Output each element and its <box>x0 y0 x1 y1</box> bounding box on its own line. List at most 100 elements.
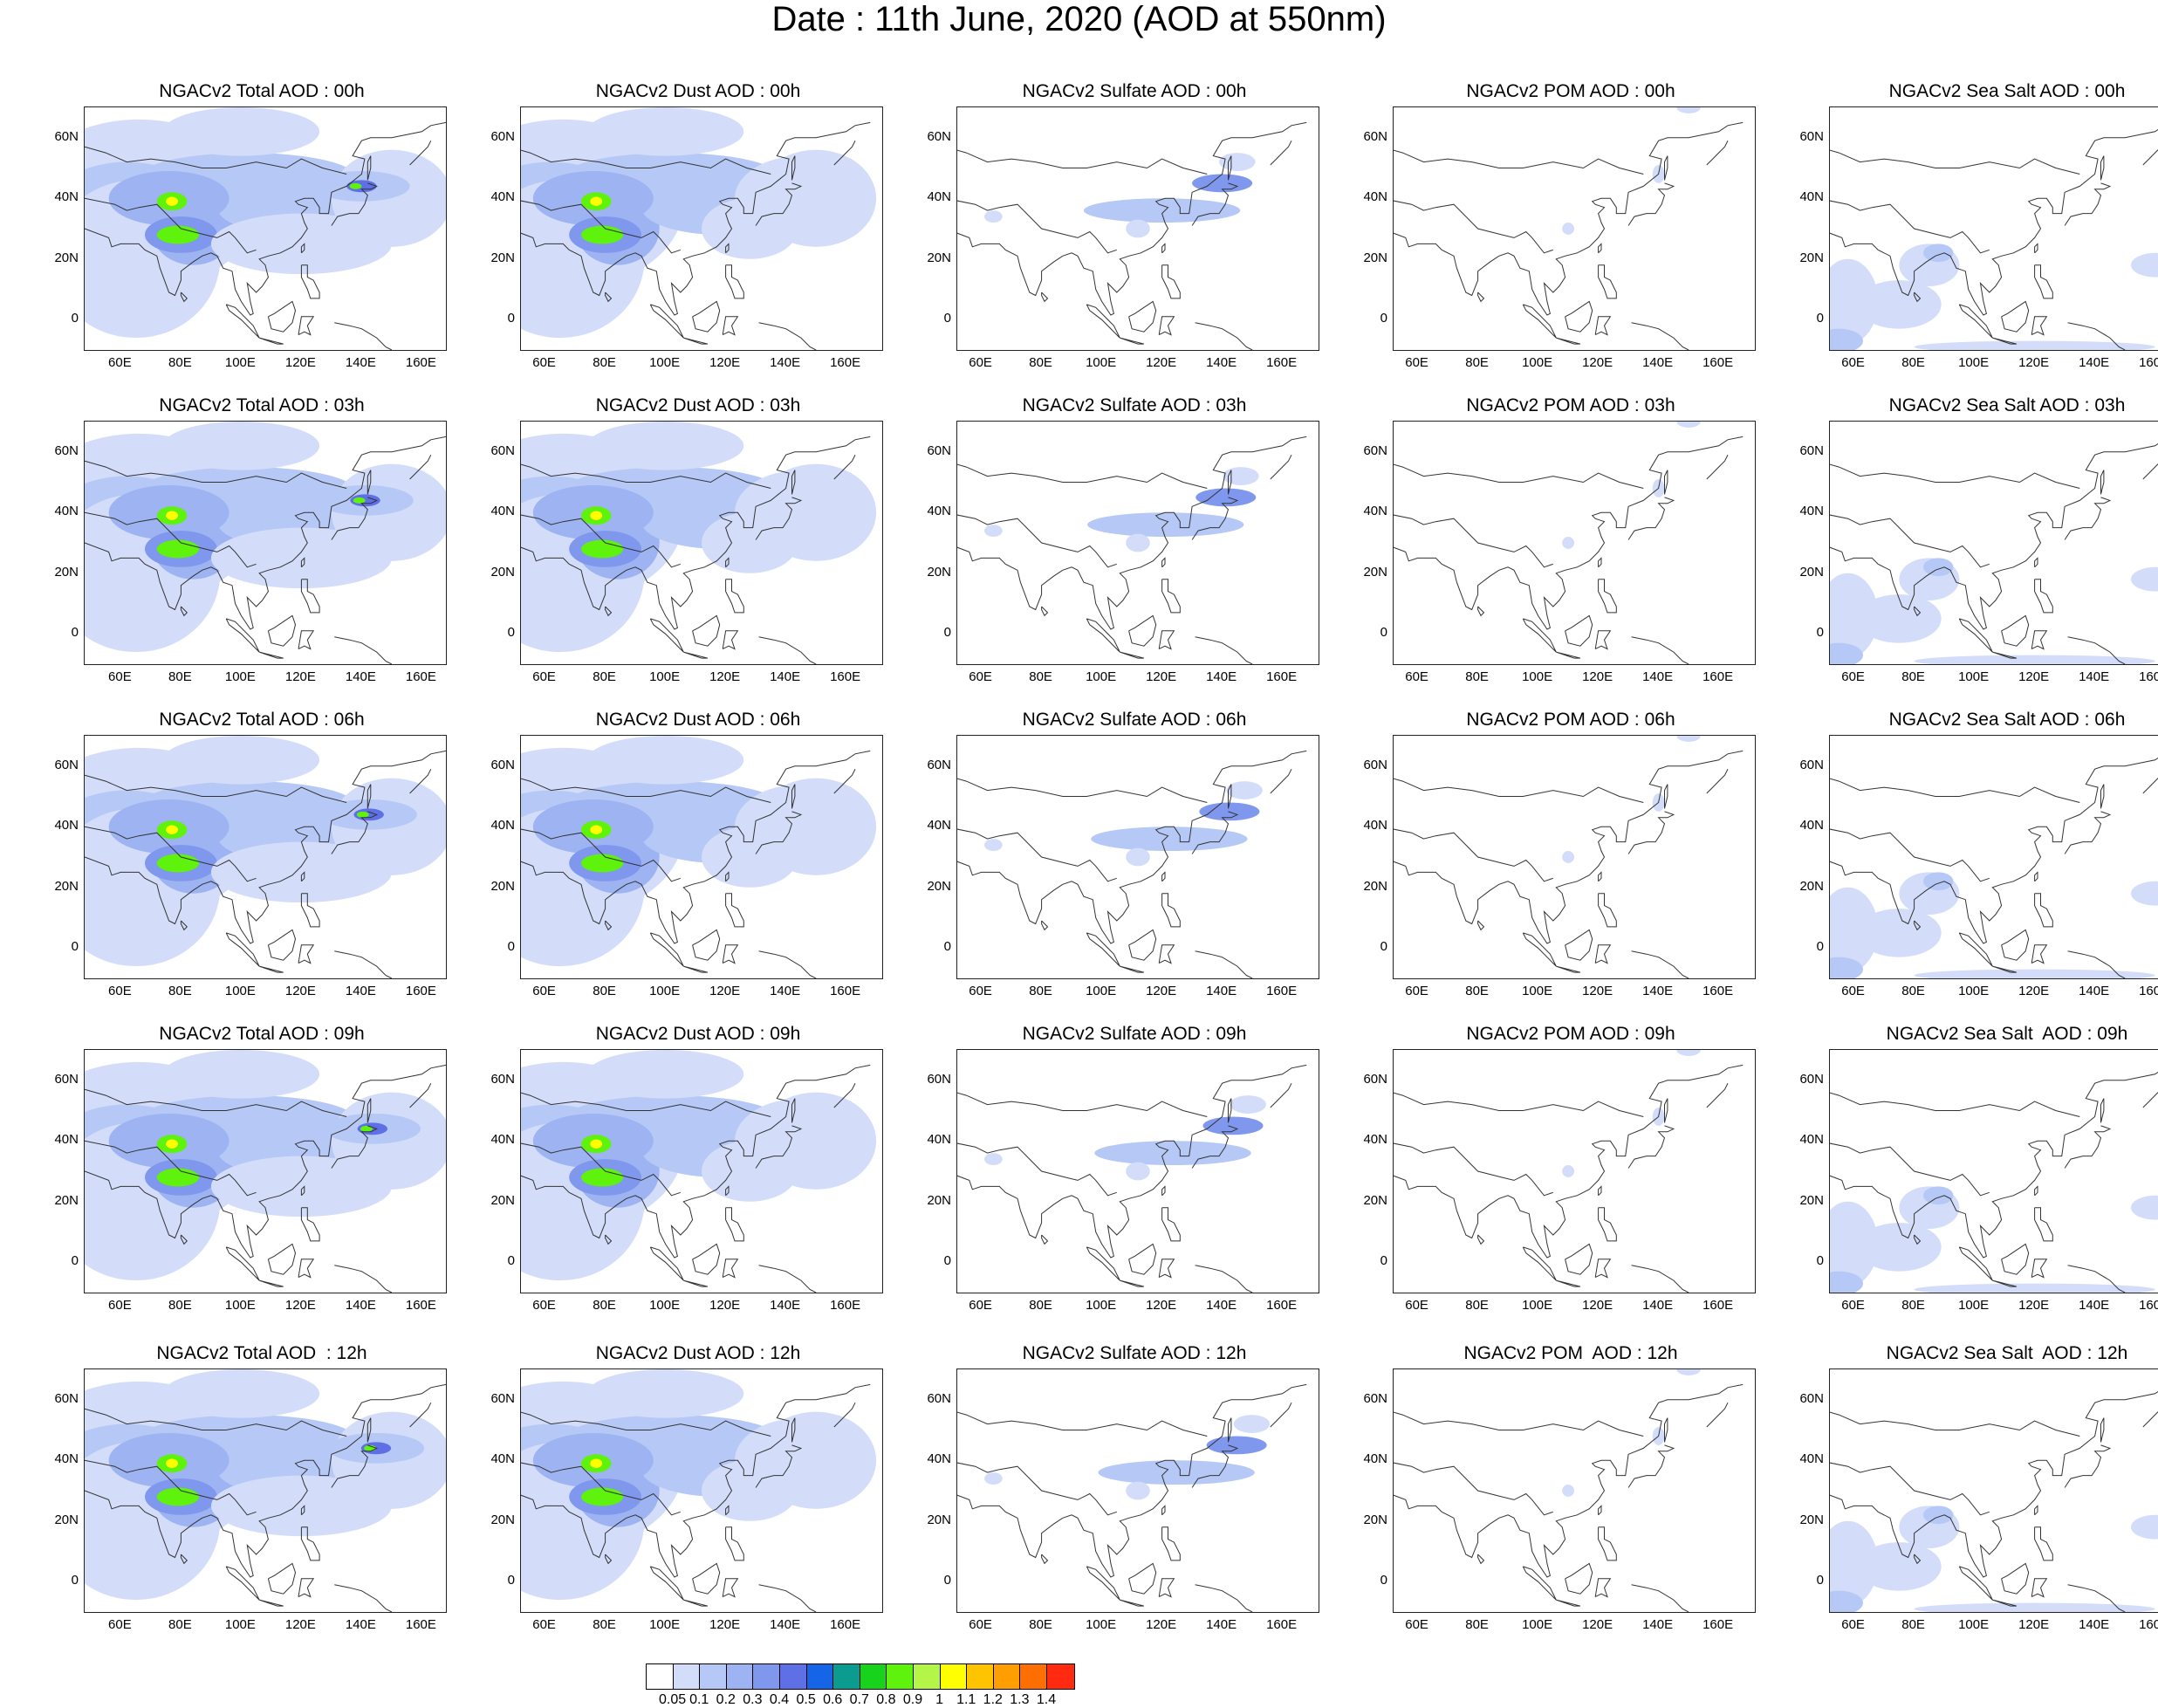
coastline <box>1598 557 1602 568</box>
coastline <box>1477 292 1485 303</box>
y-tick-label: 60N <box>490 442 515 458</box>
coastline <box>85 1064 446 1259</box>
coastline <box>1706 1402 1729 1428</box>
aod-field <box>1830 887 1879 973</box>
coastline <box>521 1092 771 1117</box>
coastline <box>1830 1462 1990 1516</box>
x-tick-label: 60E <box>532 984 556 998</box>
y-tick-label: 40N <box>1799 504 1824 519</box>
coastline <box>957 1411 1208 1437</box>
coastline <box>1394 1064 1744 1259</box>
aod-map <box>521 107 877 350</box>
aod-field <box>581 854 624 873</box>
x-tick-label: 120E <box>709 1617 741 1632</box>
coastline <box>1158 316 1175 336</box>
coastline <box>725 1505 730 1516</box>
coastline <box>1158 630 1175 650</box>
y-tick-label: 60N <box>1363 1390 1387 1406</box>
aod-field <box>1857 909 1942 957</box>
x-tick-label: 140E <box>1206 1617 1237 1632</box>
x-tick-label: 100E <box>649 355 681 370</box>
y-tick-label: 0 <box>1380 625 1387 641</box>
coastline <box>957 149 1208 175</box>
map-frame <box>1393 106 1756 351</box>
coastline <box>2142 1410 2158 1428</box>
aod-map <box>85 1369 446 1612</box>
x-tick-label: 140E <box>770 984 801 998</box>
coastline <box>258 651 284 659</box>
coastline <box>1830 442 2158 630</box>
coastline <box>1161 1505 1166 1516</box>
x-tick-label: 100E <box>224 1298 256 1313</box>
coastline <box>298 630 315 650</box>
x-tick-label: 120E <box>1582 355 1613 370</box>
y-tick-label: 0 <box>1816 625 1824 641</box>
x-tick-label: 140E <box>1642 1617 1674 1632</box>
y-tick-label: 40N <box>1799 1451 1824 1467</box>
y-tick-label: 20N <box>927 878 951 894</box>
map-frame <box>1393 421 1756 665</box>
coastline <box>1565 929 1593 961</box>
aod-field <box>356 811 369 818</box>
coastline <box>1556 965 1581 973</box>
coastline <box>758 950 817 978</box>
y-tick-label: 0 <box>1380 1573 1387 1588</box>
coastline <box>85 826 257 882</box>
coastline <box>1830 828 1990 882</box>
panel-title: NGACv2 POM AOD : 03h <box>1466 395 1675 415</box>
map-frame <box>956 421 1319 665</box>
coastline <box>1664 470 1668 495</box>
coastline <box>1394 149 1644 175</box>
x-tick-label: 160E <box>2139 1298 2158 1313</box>
panel-pom-12h: NGACv2 POM AOD : 12h 60N 40N 20N 0 60E 80E 100E… <box>1353 1342 1789 1657</box>
coastline <box>791 155 796 181</box>
coastline <box>1830 757 2158 944</box>
aod-field <box>1830 1520 1879 1607</box>
y-tick-label: 60N <box>54 442 79 458</box>
aod-field <box>156 854 200 873</box>
aod-field <box>1562 223 1574 235</box>
x-tick-label: 140E <box>770 355 801 370</box>
x-tick-label: 120E <box>284 1617 316 1632</box>
coastline <box>409 768 432 794</box>
coastline <box>85 1140 257 1197</box>
coastline <box>521 1411 771 1437</box>
coastline <box>725 264 744 299</box>
coastline <box>1598 871 1602 882</box>
coastline <box>1992 337 2018 345</box>
aod-field <box>2131 566 2158 592</box>
aod-field <box>1922 872 1954 891</box>
x-tick-label: 120E <box>1582 669 1613 684</box>
y-tick-label: 20N <box>490 1512 515 1527</box>
y-tick-label: 60N <box>490 757 515 772</box>
coastline <box>300 243 305 254</box>
coastline <box>1394 1092 1644 1117</box>
x-tick-label: 100E <box>649 1298 681 1313</box>
colorbar-swatch <box>1046 1664 1074 1689</box>
coastline <box>180 606 188 617</box>
x-tick-label: 100E <box>649 669 681 684</box>
coastline <box>331 1125 379 1169</box>
y-tick-label: 40N <box>490 1451 515 1467</box>
x-tick-label: 80E <box>1465 355 1489 370</box>
coastline <box>2001 929 2030 961</box>
colorbar-label: 0.8 <box>876 1692 896 1707</box>
aod-field <box>1562 851 1574 863</box>
coastline <box>2064 811 2112 854</box>
panel-title: NGACv2 Sulfate AOD : 06h <box>1022 710 1247 730</box>
y-tick-label: 40N <box>54 189 79 205</box>
panel-title: NGACv2 Sea Salt AOD : 12h <box>1886 1343 2128 1363</box>
coastline <box>683 337 709 345</box>
aod-field <box>156 1487 200 1506</box>
aod-field <box>702 1460 798 1521</box>
y-tick-label: 40N <box>1363 189 1387 205</box>
coastline <box>85 197 257 254</box>
x-tick-label: 60E <box>108 355 132 370</box>
coastline <box>2067 322 2126 350</box>
x-tick-label: 160E <box>1266 1298 1298 1313</box>
coastline <box>833 140 856 166</box>
coastline <box>2034 1185 2038 1197</box>
coastline <box>2100 470 2105 495</box>
x-tick-label: 100E <box>1086 984 1117 998</box>
x-tick-label: 60E <box>969 1298 992 1313</box>
